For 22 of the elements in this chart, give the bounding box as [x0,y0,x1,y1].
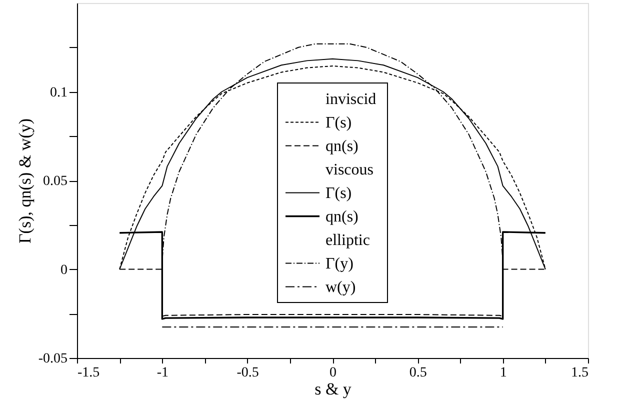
x-tick-label: 1 [500,366,507,380]
legend-label: qn(s) [326,138,358,155]
legend-label: Γ(s) [326,114,352,132]
x-tick-label: -0.5 [236,366,259,380]
legend-label: Γ(s) [326,184,352,202]
legend-label: qn(s) [326,208,358,226]
legend-label: w(y) [326,278,356,296]
annotation: inviscid [326,90,376,108]
legend-label: Γ(y) [326,255,354,272]
y-axis-title: Γ(s), qn(s) & w(y) [15,118,34,244]
y-tick-label: 0 [60,262,68,278]
x-tick-label: -1.5 [78,366,100,380]
x-axis-title: s & y [314,380,352,398]
annotation: viscous [326,161,374,178]
y-tick-label: 0.05 [43,174,68,189]
annotation: elliptic [326,232,370,249]
x-tick-label: -1 [156,366,169,380]
y-tick-label: 0.1 [50,85,68,100]
y-tick-label: -0.05 [38,352,68,366]
x-tick-label: 1.5 [571,366,588,380]
x-tick-label: 0 [330,366,336,380]
x-tick-label: 0.5 [409,366,427,380]
